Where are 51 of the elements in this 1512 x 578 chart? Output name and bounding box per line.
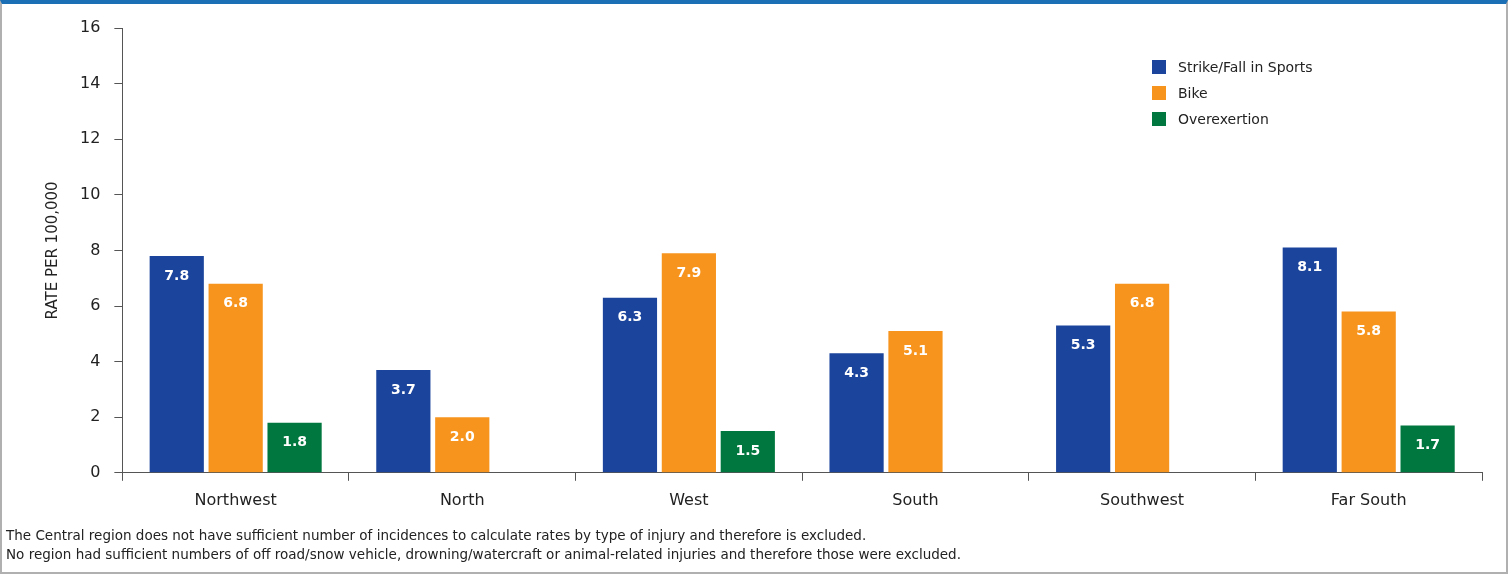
bar <box>1114 283 1170 473</box>
data-label: 4.3 <box>844 363 869 380</box>
bar <box>720 431 775 473</box>
bar <box>1341 311 1396 473</box>
bar <box>888 331 943 473</box>
x-tick-label: North <box>439 489 485 509</box>
data-label: 1.8 <box>282 433 307 450</box>
legend-label: Bike <box>1178 85 1208 101</box>
x-tick-label: West <box>669 489 709 509</box>
bar <box>1282 247 1337 473</box>
legend-label: Strike/Fall in Sports <box>1178 59 1313 75</box>
y-axis-title: RATE PER 100,000 <box>42 181 61 320</box>
y-tick-label: 10 <box>80 183 101 203</box>
y-tick-label: 0 <box>90 461 101 481</box>
data-label: 5.1 <box>903 341 928 358</box>
bar <box>661 253 716 473</box>
data-label: 6.8 <box>1129 294 1155 311</box>
y-tick-label: 8 <box>90 239 101 259</box>
y-tick-label: 12 <box>80 128 101 148</box>
data-label: 1.7 <box>1415 436 1441 453</box>
text: No region had sufficient numbers of off road/snow vehicle, drowning/watercraft or animal-related injuries and therefore those were excluded. <box>6 545 961 564</box>
bar <box>435 417 490 473</box>
y-tick-label: 16 <box>80 17 101 37</box>
data-label: 7.8 <box>164 266 190 283</box>
data-label: 5.3 <box>1070 336 1096 353</box>
x-tick-label: Northwest <box>194 489 277 509</box>
data-label: 7.9 <box>676 263 702 280</box>
data-label: 6.3 <box>617 308 643 325</box>
y-tick-label: 14 <box>80 72 101 92</box>
data-label: 8.1 <box>1297 258 1323 275</box>
bar <box>267 422 322 473</box>
bar <box>208 283 263 473</box>
x-tick-label: Southwest <box>1100 489 1185 509</box>
y-tick-label: 4 <box>90 350 101 370</box>
bar <box>376 369 431 473</box>
y-tick-label: 2 <box>90 406 101 426</box>
bar <box>1400 425 1455 473</box>
data-label: 2.0 <box>449 427 475 444</box>
legend-label: Overexertion <box>1178 111 1269 127</box>
data-label: 6.8 <box>223 294 249 311</box>
y-tick-label: 6 <box>90 295 101 315</box>
bar <box>1056 325 1111 473</box>
data-label: 5.8 <box>1356 322 1382 339</box>
text: The Central region does not have sufficient number of incidences to calculate rates by type of injury and therefore is excluded. <box>6 526 868 545</box>
data-label: 1.5 <box>735 441 761 458</box>
bar <box>829 353 884 473</box>
bar <box>602 297 658 473</box>
x-tick-label: Far South <box>1330 489 1407 509</box>
x-tick-label: South <box>892 489 939 509</box>
bar <box>149 255 204 473</box>
data-label: 3.7 <box>390 380 416 397</box>
